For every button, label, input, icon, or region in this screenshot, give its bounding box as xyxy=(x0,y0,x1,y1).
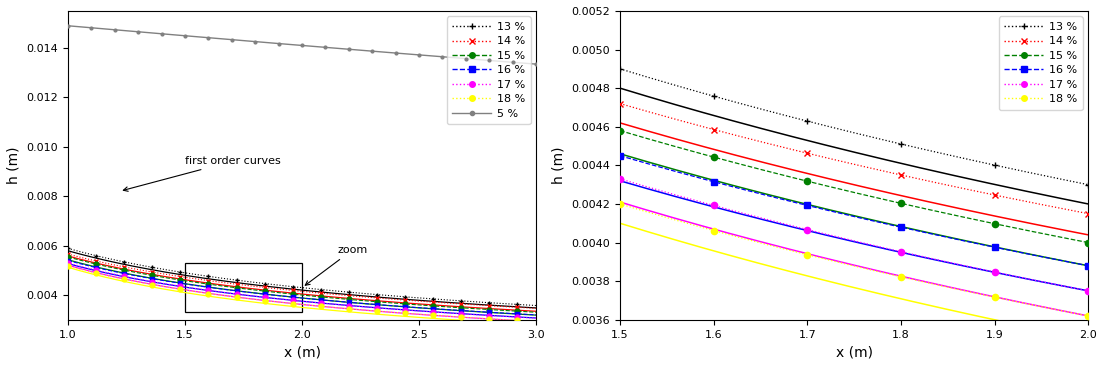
X-axis label: x (m): x (m) xyxy=(836,345,872,359)
Text: first order curves: first order curves xyxy=(124,156,280,191)
Legend: 13 %, 14 %, 15 %, 16 %, 17 %, 18 %, 5 %: 13 %, 14 %, 15 %, 16 %, 17 %, 18 %, 5 % xyxy=(447,16,531,124)
Bar xyxy=(185,263,302,312)
Y-axis label: h (m): h (m) xyxy=(7,147,21,184)
Y-axis label: h (m): h (m) xyxy=(552,147,566,184)
Text: zoom: zoom xyxy=(306,245,368,285)
Legend: 13 %, 14 %, 15 %, 16 %, 17 %, 18 %: 13 %, 14 %, 15 %, 16 %, 17 %, 18 % xyxy=(999,16,1083,110)
X-axis label: x (m): x (m) xyxy=(284,345,320,359)
